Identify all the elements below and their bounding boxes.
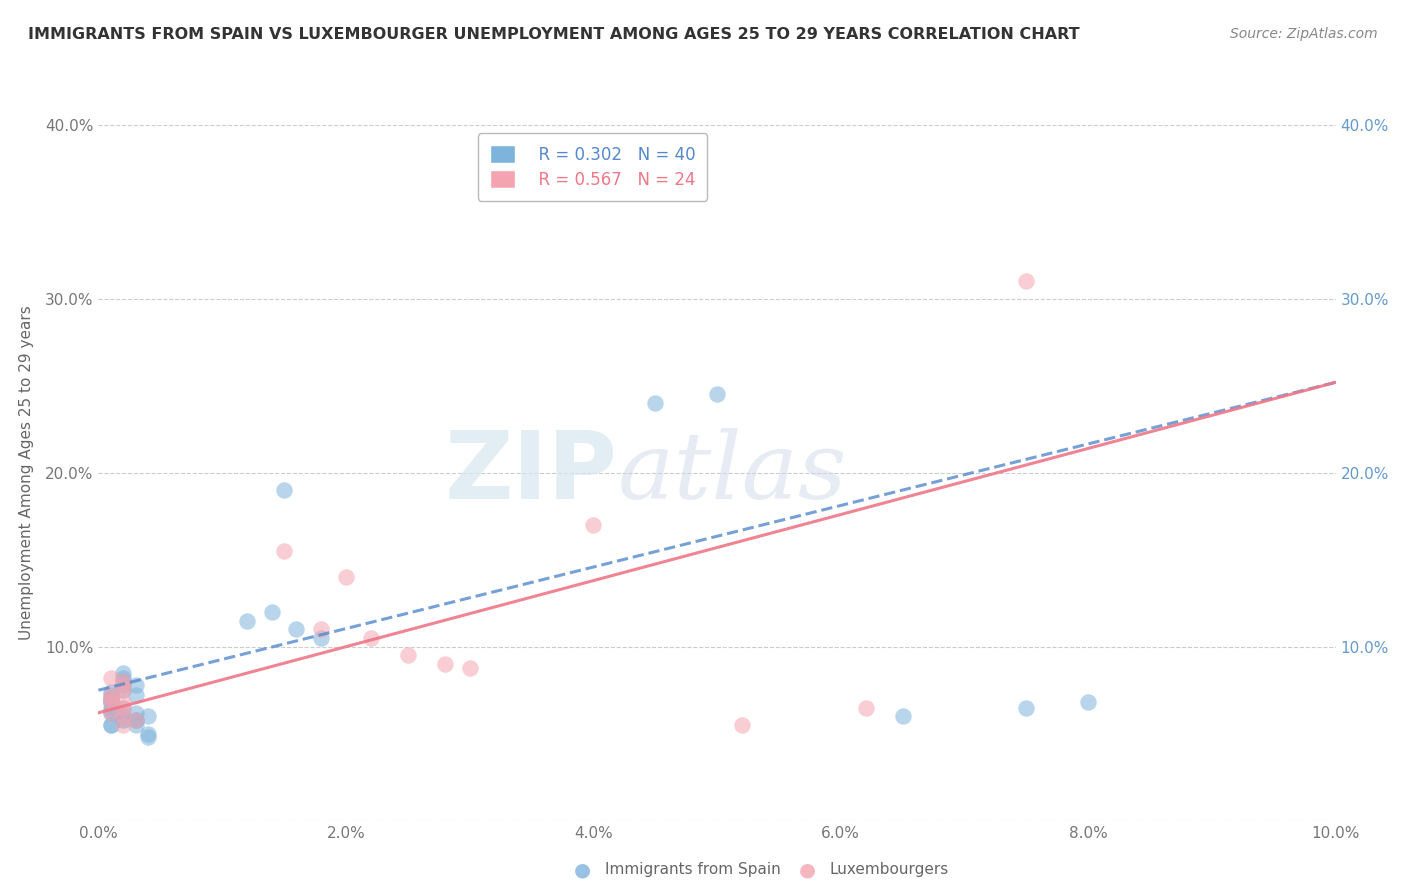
Point (112, 718, 135, 732)
Point (1015, 274, 1038, 288)
Point (891, 709, 914, 723)
Point (458, 660, 481, 674)
Point (112, 674, 135, 689)
Y-axis label: Unemployment Among Ages 25 to 29 years: Unemployment Among Ages 25 to 29 years (18, 305, 34, 640)
Point (644, 396, 666, 410)
Point (1015, 700, 1038, 714)
Text: ●: ● (799, 860, 815, 880)
Point (285, 623, 308, 637)
Point (582, 517, 605, 532)
Point (112, 713, 135, 727)
Point (112, 709, 135, 723)
Point (112, 709, 135, 723)
Text: Immigrants from Spain: Immigrants from Spain (605, 863, 780, 877)
Text: Source: ZipAtlas.com: Source: ZipAtlas.com (1230, 27, 1378, 41)
Point (309, 631, 332, 645)
Point (112, 683, 135, 698)
Point (124, 718, 146, 732)
Point (124, 689, 146, 703)
Text: ●: ● (574, 860, 591, 880)
Point (100, 689, 122, 703)
Point (112, 700, 135, 714)
Point (100, 706, 122, 720)
Point (100, 700, 122, 714)
Point (112, 671, 135, 685)
Point (112, 713, 135, 727)
Point (273, 483, 295, 497)
Point (100, 692, 122, 706)
Point (100, 704, 122, 718)
Point (124, 678, 146, 692)
Point (706, 387, 728, 401)
Point (100, 692, 122, 706)
Point (124, 706, 146, 720)
Point (100, 671, 122, 685)
Point (124, 713, 146, 727)
Point (360, 631, 382, 645)
Point (273, 544, 295, 558)
Point (396, 648, 419, 663)
Point (124, 713, 146, 727)
Point (335, 570, 357, 584)
Text: atlas: atlas (619, 428, 848, 517)
Point (100, 718, 122, 732)
Point (100, 695, 122, 709)
Point (100, 706, 122, 720)
Point (112, 674, 135, 689)
Point (855, 700, 877, 714)
Point (112, 678, 135, 692)
Text: IMMIGRANTS FROM SPAIN VS LUXEMBOURGER UNEMPLOYMENT AMONG AGES 25 TO 29 YEARS COR: IMMIGRANTS FROM SPAIN VS LUXEMBOURGER UN… (28, 27, 1080, 42)
Point (260, 605, 283, 619)
Point (112, 665, 135, 680)
Point (731, 718, 754, 732)
Point (433, 657, 456, 671)
Point (236, 614, 259, 628)
Point (136, 709, 159, 723)
Point (112, 678, 135, 692)
Point (100, 718, 122, 732)
Legend:   R = 0.302   N = 40,   R = 0.567   N = 24: R = 0.302 N = 40, R = 0.567 N = 24 (478, 133, 707, 201)
Point (112, 695, 135, 709)
Point (100, 692, 122, 706)
Text: ZIP: ZIP (446, 426, 619, 519)
Point (100, 689, 122, 703)
Point (124, 713, 146, 727)
Point (112, 700, 135, 714)
Point (136, 730, 159, 744)
Point (100, 685, 122, 699)
Point (100, 695, 122, 709)
Point (112, 709, 135, 723)
Point (112, 683, 135, 698)
Text: Luxembourgers: Luxembourgers (830, 863, 949, 877)
Point (309, 623, 332, 637)
Point (1077, 695, 1099, 709)
Point (100, 695, 122, 709)
Point (136, 726, 159, 740)
